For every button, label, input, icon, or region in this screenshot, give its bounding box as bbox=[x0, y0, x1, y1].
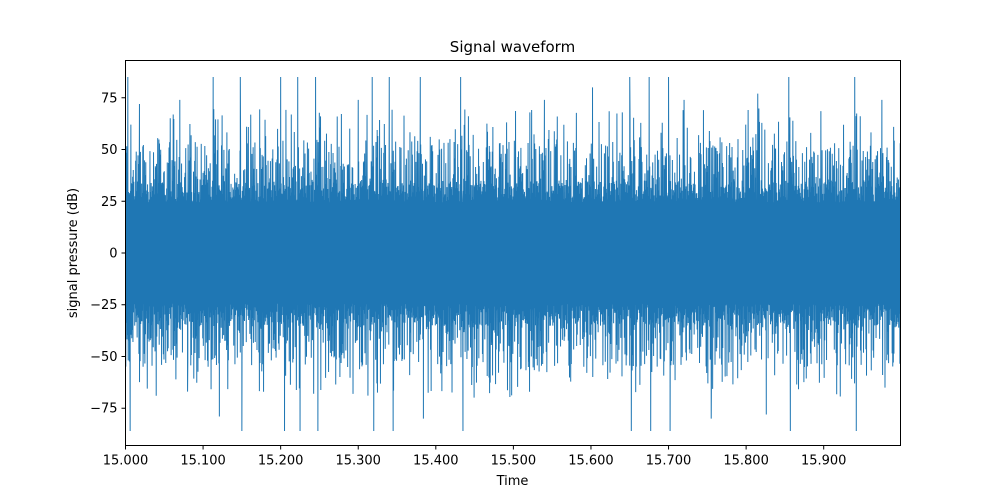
x-tick-label: 15.000 bbox=[103, 454, 149, 469]
x-tick-label: 15.100 bbox=[180, 454, 226, 469]
plot-area bbox=[125, 77, 901, 432]
y-axis: −75 −50 −25 0 25 50 75 bbox=[90, 91, 126, 417]
y-axis-label: signal pressure (dB) bbox=[66, 188, 81, 318]
y-tick-label: −75 bbox=[90, 402, 117, 417]
x-axis-label: Time bbox=[496, 474, 529, 489]
x-tick-label: 15.900 bbox=[801, 454, 847, 469]
chart-title: Signal waveform bbox=[450, 38, 575, 56]
y-tick-label: 0 bbox=[109, 247, 117, 262]
waveform-series-line bbox=[125, 77, 901, 432]
x-tick-label: 15.200 bbox=[258, 454, 304, 469]
x-tick-label: 15.700 bbox=[646, 454, 692, 469]
x-tick-label: 15.800 bbox=[723, 454, 769, 469]
y-tick-label: 50 bbox=[101, 143, 118, 158]
x-axis: 15.000 15.100 15.200 15.300 15.400 15.500 15.6… bbox=[103, 445, 847, 469]
y-tick-label: 75 bbox=[101, 91, 118, 106]
y-tick-label: 25 bbox=[101, 195, 118, 210]
x-tick-label: 15.400 bbox=[413, 454, 459, 469]
x-tick-label: 15.300 bbox=[335, 454, 381, 469]
y-tick-label: −25 bbox=[90, 298, 117, 313]
x-tick-label: 15.500 bbox=[491, 454, 537, 469]
x-tick-label: 15.600 bbox=[568, 454, 614, 469]
y-tick-label: −50 bbox=[90, 350, 117, 365]
